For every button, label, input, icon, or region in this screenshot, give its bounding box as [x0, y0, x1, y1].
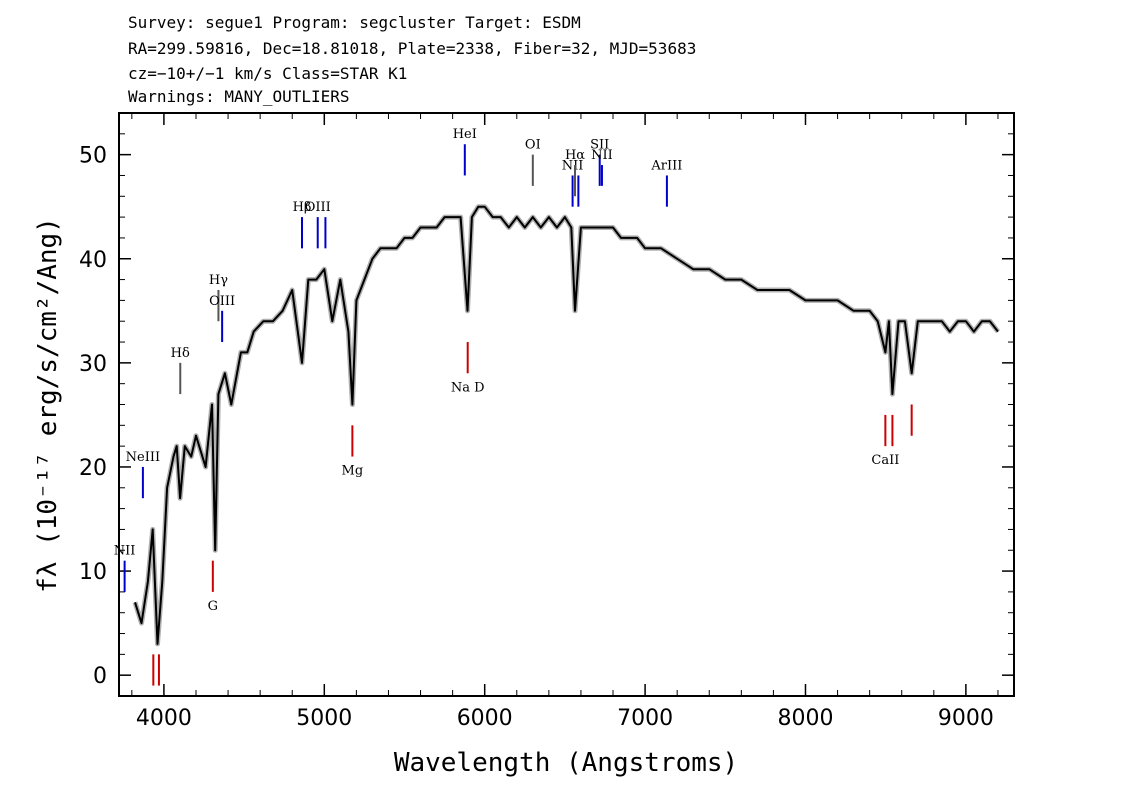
- line-label: Mg: [342, 464, 364, 479]
- line-label: Hγ: [209, 273, 228, 288]
- line-label: Na D: [451, 380, 485, 395]
- line-label: NeIII: [126, 450, 160, 465]
- y-tick-label: 40: [79, 248, 107, 273]
- y-tick-label: 0: [93, 664, 107, 689]
- x-tick-label: 4000: [136, 706, 192, 731]
- x-tick-label: 5000: [296, 706, 352, 731]
- y-tick-label: 20: [79, 456, 107, 481]
- x-tick-label: 8000: [777, 706, 833, 731]
- line-label: HeI: [453, 127, 477, 142]
- plot-frame: [118, 112, 1015, 697]
- x-axis-label: Wavelength (Angstroms): [394, 748, 738, 778]
- y-tick-label: 30: [79, 352, 107, 377]
- line-label: OI: [525, 138, 541, 153]
- y-axis-label: fλ (10⁻¹⁷ erg/s/cm²/Ang): [33, 217, 63, 593]
- line-label: NII: [562, 158, 584, 173]
- line-label: OIII: [305, 200, 331, 215]
- line-label: NII: [114, 544, 136, 559]
- axis-ticks: 4000 5000 6000 7000 8000 9000 0 10 20 30 40 50: [79, 113, 1014, 731]
- line-label: Hδ: [171, 346, 190, 361]
- line-label: Hβ: [293, 200, 312, 215]
- x-tick-label: 9000: [938, 706, 994, 731]
- header-line-1: Survey: segue1 Program: segcluster Targe…: [128, 13, 581, 32]
- line-label: ArIII: [650, 158, 682, 173]
- y-tick-label: 50: [79, 144, 107, 169]
- line-label: Hα: [565, 148, 585, 163]
- line-label: SII: [590, 138, 609, 153]
- header-line-2: RA=299.59816, Dec=18.81018, Plate=2338, …: [128, 39, 696, 58]
- line-label: CaII: [871, 453, 899, 468]
- header-line-3: cz=−10+/−1 km/s Class=STAR K1: [128, 64, 407, 83]
- spectrum-error-band: [132, 204, 1000, 647]
- spectrum-series: [132, 204, 1000, 647]
- line-label: NII: [591, 148, 613, 163]
- line-label: OIII: [209, 294, 235, 309]
- line-annotations: NIINeIIIHδHγOIIIHβOIIIHeIOINIIHαSIINIIAr…: [114, 127, 913, 686]
- line-label: G: [208, 599, 218, 614]
- y-tick-label: 10: [79, 560, 107, 585]
- x-tick-label: 6000: [457, 706, 513, 731]
- header-line-4: Warnings: MANY_OUTLIERS: [128, 87, 350, 106]
- spectrum-line: [134, 205, 999, 645]
- x-tick-label: 7000: [617, 706, 673, 731]
